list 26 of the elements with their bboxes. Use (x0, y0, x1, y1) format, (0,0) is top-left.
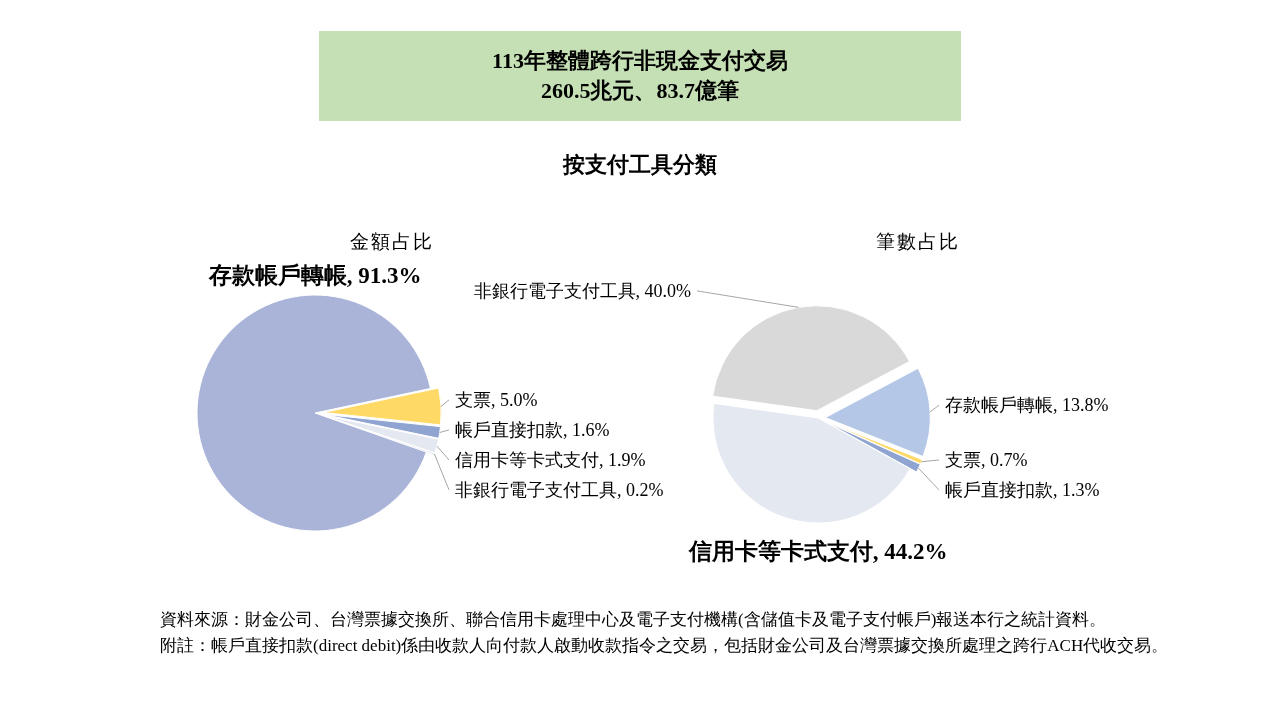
chart-title: 金額占比 (350, 231, 434, 252)
text: 按支付工具分類 (561, 151, 718, 179)
slice-label: 支票 (455, 389, 491, 410)
text: 113年整體跨行非現金支付交易 260.5兆元、83.7億筆 (319, 31, 961, 121)
data-label: , 44.2% (872, 539, 948, 564)
data-label: , 40.0% (635, 280, 691, 301)
slice-label: 信用卡等卡式支付 (455, 449, 599, 470)
slice-label: 支票 (945, 449, 981, 470)
slice-label: 非銀行電子支付工具 (455, 479, 617, 500)
data-label: , 1.3% (1053, 479, 1100, 500)
slice-label: 帳戶直接扣款 (455, 419, 563, 440)
source-note: 資料來源：財金公司、台灣票據交換所、聯合信用卡處理中心及電子支付機構(含儲值卡及電子支付帳戶)報送本行之統計資料。 (160, 609, 1108, 631)
data-label: , 13.8% (1053, 395, 1109, 416)
chart-title: 筆數占比 (876, 231, 960, 252)
slice-label: 非銀行電子支付工具 (473, 280, 636, 301)
data-label: , 5.0% (491, 389, 538, 410)
data-label: , 1.6% (563, 419, 610, 440)
slice-label: 信用卡等卡式支付 (687, 539, 873, 564)
data-label: , 0.2% (617, 479, 664, 500)
slice-label: 存款帳戶轉帳 (207, 263, 348, 288)
text: 附註：帳戶直接扣款(direct debit)係由收款人向付款人啟動收款指令之交易，包括財金公司及台灣票據交換所處理之跨行ACH代收交易。 (160, 635, 1170, 657)
data-label: , 0.7% (981, 449, 1028, 470)
slice-label: 存款帳戶轉帳 (945, 395, 1053, 416)
data-label: , 91.3% (346, 263, 422, 288)
slice-label: 帳戶直接扣款 (945, 479, 1053, 500)
data-label: , 1.9% (599, 449, 646, 470)
